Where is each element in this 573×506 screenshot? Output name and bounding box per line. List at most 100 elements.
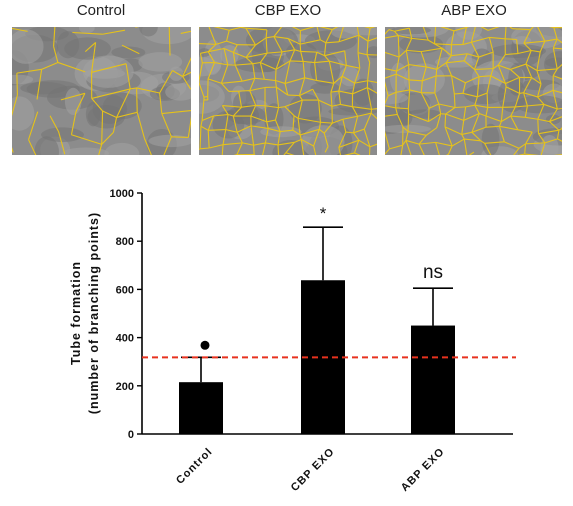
tube-segment <box>537 27 546 42</box>
tube-segment <box>510 115 519 131</box>
tube-segment <box>234 64 243 82</box>
micrograph-texture-blob <box>301 125 345 155</box>
tube-segment <box>342 75 355 84</box>
tube-segment <box>338 34 359 43</box>
tube-segment <box>316 79 334 84</box>
tube-segment <box>408 79 411 90</box>
tube-segment <box>556 63 562 70</box>
tube-segment <box>407 114 410 132</box>
micrograph-texture-blob <box>111 46 146 59</box>
tube-segment <box>479 112 487 117</box>
bar-control <box>179 382 223 434</box>
tube-segment <box>299 88 313 97</box>
tube-segment <box>325 41 340 44</box>
tube-segment <box>385 35 399 39</box>
tube-segment <box>363 129 371 148</box>
tube-segment <box>405 38 413 51</box>
tube-segment <box>536 68 558 72</box>
tube-segment <box>463 60 475 70</box>
tube-segment <box>201 99 205 121</box>
tube-segment <box>402 140 407 146</box>
tube-segment <box>530 27 534 31</box>
tube-segment <box>512 28 531 31</box>
tube-segment <box>405 50 410 65</box>
tube-segment <box>298 117 321 123</box>
tube-segment <box>544 38 558 42</box>
tube-segment <box>408 113 429 123</box>
tube-segment <box>136 87 160 94</box>
tube-segment <box>420 80 423 93</box>
tube-segment <box>474 69 480 77</box>
tube-segment <box>478 51 494 58</box>
micrograph-texture-blob <box>310 82 340 94</box>
tube-segment <box>395 107 398 115</box>
tube-segment <box>419 141 436 145</box>
tube-segment <box>274 107 280 121</box>
tube-segment <box>283 152 287 155</box>
tube-segment <box>143 138 152 155</box>
tube-segment <box>91 42 97 73</box>
tube-segment <box>280 129 293 133</box>
tube-segment <box>300 39 321 45</box>
tube-segment <box>438 103 456 109</box>
tube-segment <box>266 119 276 123</box>
tube-segment <box>514 93 521 108</box>
tube-segment <box>312 88 320 101</box>
tube-segment <box>518 143 526 149</box>
tube-segment <box>525 63 533 78</box>
tube-segment <box>549 116 562 123</box>
tube-segment <box>395 73 410 81</box>
tube-segment <box>255 37 267 46</box>
tube-segment <box>323 132 329 147</box>
tube-segment <box>49 115 60 132</box>
tube-segment <box>510 106 516 117</box>
tube-segment <box>445 62 453 77</box>
tube-segment <box>346 64 360 69</box>
tube-segment <box>433 27 437 44</box>
tube-segment <box>313 129 320 147</box>
tube-segment <box>330 90 339 93</box>
tube-segment <box>207 51 215 63</box>
tube-segment <box>282 49 295 53</box>
tube-segment <box>444 114 447 127</box>
tube-segment <box>497 64 507 84</box>
tube-segment <box>385 105 396 109</box>
tube-segment <box>222 105 242 108</box>
tube-segment <box>471 36 490 43</box>
tube-segment <box>396 64 409 72</box>
tube-segment <box>172 70 183 77</box>
tube-segment <box>207 78 222 84</box>
tube-segment <box>421 66 427 81</box>
tube-segment <box>552 47 558 70</box>
tube-segment <box>463 138 468 155</box>
tube-segment <box>444 126 453 147</box>
tube-segment <box>302 61 306 78</box>
tube-segment <box>264 78 276 82</box>
tube-segment <box>273 27 282 37</box>
tube-segment <box>385 29 390 35</box>
tube-segment <box>492 64 499 70</box>
tube-segment <box>523 42 532 51</box>
micrograph-cbp-exo <box>199 27 377 155</box>
tube-network-overlay <box>199 27 377 155</box>
tube-segment <box>407 130 427 136</box>
tube-segment <box>352 116 359 133</box>
tube-segment <box>329 60 347 66</box>
tube-segment <box>180 30 191 34</box>
tube-segment <box>420 92 430 109</box>
tube-segment <box>299 134 302 140</box>
tube-segment <box>199 148 201 150</box>
tube-segment <box>474 96 478 106</box>
tube-segment <box>199 53 203 63</box>
tube-segment <box>235 63 253 66</box>
micrograph-texture-blob <box>12 29 44 64</box>
tube-segment <box>338 76 343 92</box>
tube-segment <box>367 87 377 94</box>
tube-segment <box>229 27 241 31</box>
tube-segment <box>300 27 316 32</box>
tube-segment <box>182 71 191 78</box>
tube-segment <box>487 27 500 31</box>
tube-segment <box>523 29 532 44</box>
tube-segment <box>428 113 441 123</box>
